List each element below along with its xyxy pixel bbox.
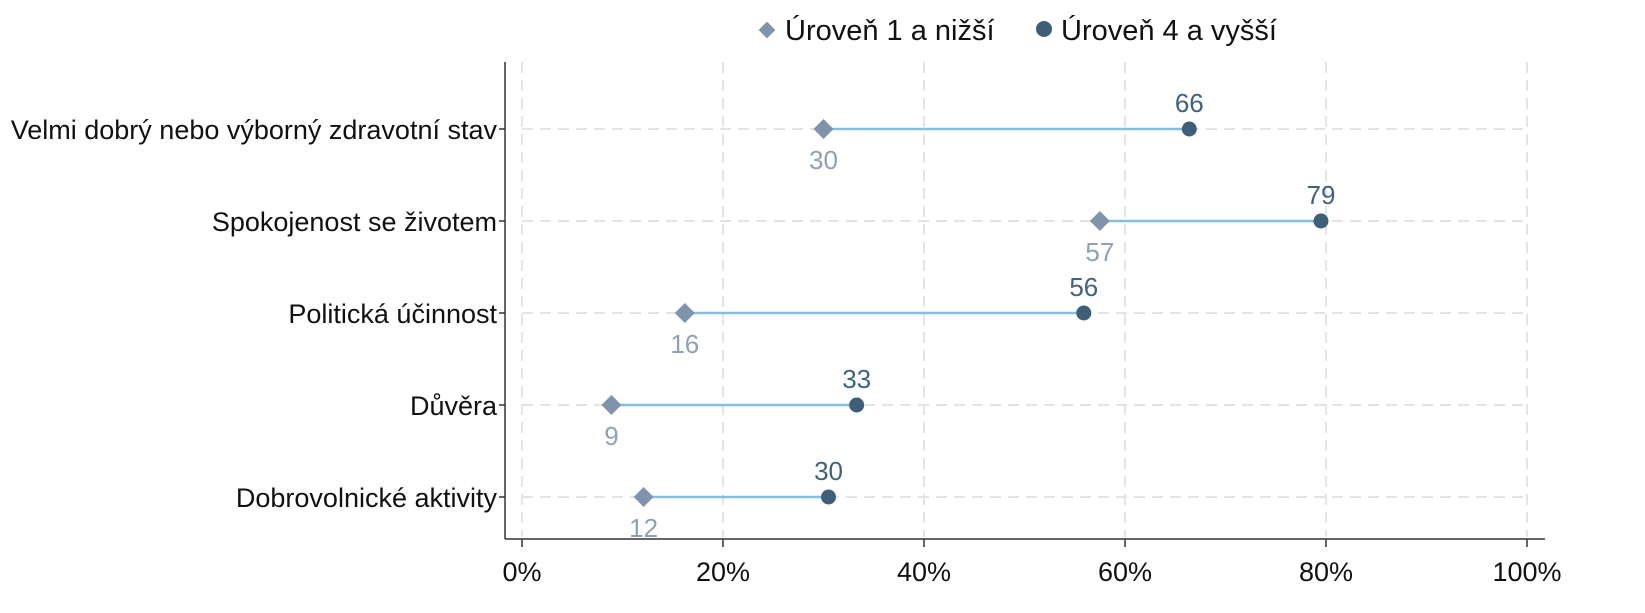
x-tick-label-1: 20%	[696, 557, 750, 587]
x-axis-ticks: 0% 20% 40% 60% 80% 100%	[502, 539, 1562, 587]
category-label-4: Dobrovolnické aktivity	[236, 483, 498, 513]
level-1-value-label-4: 12	[629, 513, 658, 543]
x-tick-label-2: 40%	[897, 557, 951, 587]
category-label-2: Politická účinnost	[288, 299, 497, 329]
category-label-0: Velmi dobrý nebo výborný zdravotní stav	[11, 115, 498, 145]
level-4-value-label-2: 56	[1069, 272, 1098, 302]
y-axis-category-labels: Velmi dobrý nebo výborný zdravotní stav S…	[11, 115, 505, 513]
legend-diamond-marker	[758, 21, 776, 39]
dumbbell-connectors	[611, 127, 1321, 499]
x-tick-label-4: 80%	[1299, 557, 1353, 587]
level-4-value-label-3: 33	[842, 364, 871, 394]
level-1-value-label-3: 9	[604, 421, 618, 451]
data-value-labels: 30 66 57 79 16 56 9 33 12 30	[604, 88, 1335, 543]
legend-label-level-1: Úroveň 1 a nižší	[785, 14, 995, 47]
level-4-value-label-0: 66	[1175, 88, 1204, 118]
gridlines	[521, 62, 1528, 537]
level-4-point-1	[1313, 213, 1329, 229]
x-tick-label-3: 60%	[1098, 557, 1152, 587]
level-4-point-2	[1076, 305, 1092, 321]
level-4-point-4	[821, 489, 837, 505]
x-tick-label-5: 100%	[1492, 557, 1561, 587]
level-1-point-3	[601, 395, 622, 415]
level-1-point-2	[674, 303, 695, 323]
category-label-1: Spokojenost se životem	[212, 207, 497, 237]
legend-circle-marker	[1036, 21, 1052, 37]
level-1-value-label-0: 30	[809, 145, 838, 175]
category-label-3: Důvěra	[410, 391, 498, 421]
x-tick-label-0: 0%	[502, 557, 541, 587]
level-1-point-4	[633, 487, 654, 507]
level-4-point-0	[1181, 121, 1197, 137]
legend-label-level-4: Úroveň 4 a vyšší	[1061, 14, 1277, 47]
legend-item-level-4: Úroveň 4 a vyšší	[1036, 14, 1277, 47]
level-1-point-1	[1089, 211, 1110, 231]
level-1-point-0	[813, 119, 834, 139]
level-1-value-label-2: 16	[670, 329, 699, 359]
legend: Úroveň 1 a nižší Úroveň 4 a vyšší	[758, 14, 1277, 47]
level-4-point-3	[849, 397, 865, 413]
level-4-value-label-4: 30	[814, 456, 843, 486]
legend-item-level-1: Úroveň 1 a nižší	[758, 14, 995, 47]
dumbbell-markers	[601, 119, 1329, 507]
level-4-value-label-1: 79	[1307, 180, 1336, 210]
level-1-value-label-1: 57	[1085, 237, 1114, 267]
axes	[504, 62, 1545, 540]
